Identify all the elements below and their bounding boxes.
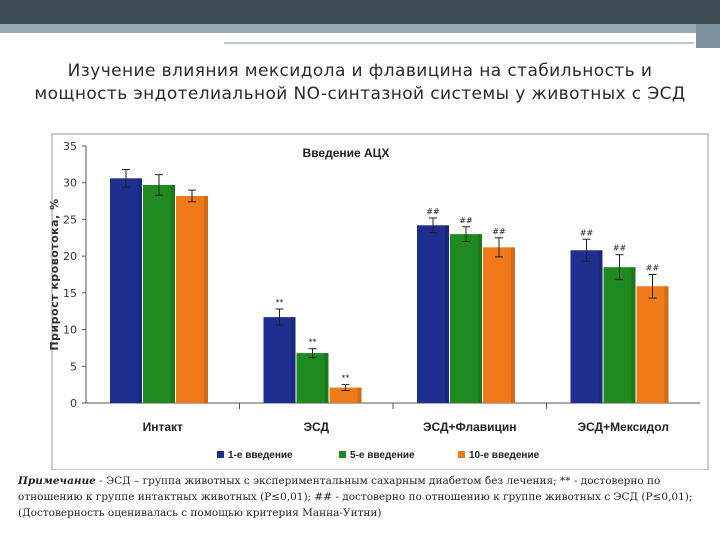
bar — [143, 184, 175, 403]
bar-shade — [291, 317, 296, 403]
header-band-light — [0, 24, 720, 33]
bar — [570, 250, 603, 403]
significance-marker: ** — [342, 374, 350, 383]
legend-label: 10-е введение — [469, 450, 540, 461]
bar — [176, 195, 208, 403]
y-tick-label: 35 — [63, 140, 77, 153]
footnote: Примечание - ЭСД – группа животных с экс… — [18, 473, 708, 521]
header-band — [0, 0, 720, 24]
chart-title: Введение АЦХ — [303, 146, 390, 160]
bar — [263, 317, 296, 403]
bar-shade — [324, 353, 329, 403]
y-tick-label: 25 — [63, 213, 77, 226]
legend-label: 5-е введение — [350, 450, 415, 461]
bar-shade — [598, 250, 603, 403]
bar — [603, 267, 636, 403]
legend-swatch — [458, 451, 465, 458]
bar-shade — [357, 387, 362, 403]
significance-marker: ** — [276, 298, 284, 307]
slide-title: Изучение влияния мексидола и флавицина н… — [34, 61, 686, 104]
bar-shade — [204, 195, 208, 403]
x-category-label: Интакт — [143, 420, 183, 434]
bar-shade — [631, 267, 636, 403]
y-tick-label: 10 — [63, 324, 77, 337]
significance-marker: ## — [646, 264, 660, 273]
chart-frame — [51, 133, 709, 470]
y-tick-label: 15 — [63, 287, 77, 300]
x-category-label: ЭСД+Флавицин — [423, 420, 517, 434]
footnote-text: - ЭСД – группа животных с эксперименталь… — [18, 475, 693, 519]
significance-marker: ** — [309, 338, 317, 347]
legend-label: 1-е введение — [228, 450, 293, 461]
bar — [636, 286, 669, 403]
bar-chart: 0 5 10 15 20 25 30 35 Прирост кровотока, % Введен… — [48, 133, 709, 470]
y-tick-label: 30 — [63, 177, 77, 190]
x-category-label: ЭСД+Мексидол — [578, 420, 669, 434]
bar — [450, 234, 482, 403]
header-rule — [224, 42, 694, 44]
bar-shade — [478, 234, 482, 403]
bar — [483, 247, 515, 403]
y-axis-title: Прирост кровотока, % — [48, 198, 61, 350]
bar — [296, 353, 329, 403]
footnote-label: Примечание — [18, 475, 96, 487]
significance-marker: ## — [492, 227, 506, 236]
y-tick-label: 0 — [70, 397, 77, 410]
legend-swatch — [217, 451, 224, 458]
significance-marker: ## — [426, 207, 440, 216]
bar-shade — [511, 247, 515, 403]
x-category-label: ЭСД — [303, 420, 329, 434]
y-tick-label: 20 — [63, 250, 77, 263]
significance-marker: ## — [580, 228, 594, 237]
y-tick-label: 5 — [70, 360, 77, 373]
significance-marker: ## — [459, 216, 473, 225]
bar-shade — [138, 178, 142, 403]
bar — [329, 387, 362, 403]
bar-shade — [445, 225, 449, 403]
bar — [110, 178, 142, 403]
significance-marker: ## — [613, 244, 627, 253]
bar-shade — [664, 286, 669, 403]
bar — [417, 225, 449, 403]
bar-shade — [171, 184, 175, 403]
legend-swatch — [339, 451, 346, 458]
header-corner-square — [696, 24, 720, 48]
